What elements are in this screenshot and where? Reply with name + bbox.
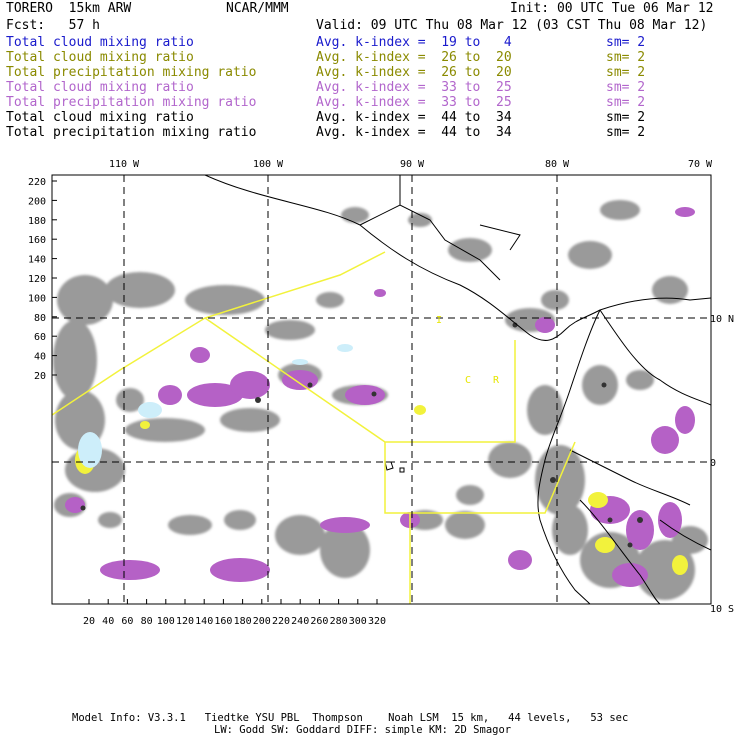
x-tick-label: 260 — [310, 616, 328, 627]
center-name: NCAR/MMM — [226, 1, 289, 16]
legend-smoothing: sm= 2 — [606, 125, 646, 140]
lat-label: 10 S — [710, 604, 734, 615]
graticule — [52, 175, 711, 604]
y-tick-label: 60 — [34, 332, 46, 343]
y-tick-label: 220 — [28, 177, 46, 188]
lat-label: 10 N — [710, 314, 734, 325]
y-tick-label: 20 — [34, 371, 46, 382]
model-info: Model Info: V3.3.1 Tiedtke YSU PBL Thomp… — [72, 712, 629, 724]
y-axis: 220 200 180 160 140 120 100 80 60 40 20 — [28, 177, 57, 382]
physics-info: LW: Godd SW: Goddard DIFF: simple KM: 2D… — [214, 724, 512, 736]
x-tick-label: 140 — [195, 616, 213, 627]
lon-label: 80 W — [545, 159, 570, 170]
x-tick-label: 240 — [291, 616, 309, 627]
region-labels: I C R — [436, 315, 500, 386]
y-tick-label: 200 — [28, 196, 46, 207]
legend-field: Total precipitation mixing ratio — [6, 65, 257, 80]
legend-smoothing: sm= 2 — [606, 65, 646, 80]
legend-smoothing: sm= 2 — [606, 35, 646, 50]
legend-index: Avg. k-index = 33 to 25 — [316, 95, 512, 110]
x-tick-label: 320 — [368, 616, 386, 627]
x-tick-label: 200 — [253, 616, 271, 627]
lon-label: 90 W — [400, 159, 425, 170]
legend-index: Avg. k-index = 26 to 20 — [316, 50, 512, 65]
legend-smoothing: sm= 2 — [606, 110, 646, 125]
legend-index: Avg. k-index = 19 to 4 — [316, 35, 512, 50]
region-label: R — [493, 375, 500, 386]
y-tick-label: 140 — [28, 255, 46, 266]
region-label: C — [465, 375, 471, 386]
x-axis: 20 40 60 80 100 120 140 160 180 200 220 240 260 280 30… — [83, 599, 386, 627]
legend-field: Total cloud mixing ratio — [6, 35, 194, 50]
legend-smoothing: sm= 2 — [606, 80, 646, 95]
lon-label: 110 W — [109, 159, 140, 170]
y-tick-label: 180 — [28, 216, 46, 227]
lat-labels: 10 N 0 10 S — [710, 314, 734, 615]
legend-field: Total cloud mixing ratio — [6, 50, 194, 65]
legend-index: Avg. k-index = 44 to 34 — [316, 110, 512, 125]
legend-row: Total cloud mixing ratio Avg. k-index = 1… — [6, 36, 736, 50]
y-tick-label: 80 — [34, 313, 46, 324]
region-label: I — [436, 315, 442, 326]
legend-smoothing: sm= 2 — [606, 95, 646, 110]
lon-labels: 110 W 100 W 90 W 80 W 70 W — [109, 159, 713, 170]
valid-time: Valid: 09 UTC Thu 08 Mar 12 (03 CST Thu … — [316, 18, 708, 33]
legend-row: Total cloud mixing ratio Avg. k-index = 2… — [6, 51, 736, 65]
legend-index: Avg. k-index = 44 to 34 — [316, 125, 512, 140]
lon-label: 100 W — [253, 159, 284, 170]
coastlines — [204, 175, 711, 604]
legend-index: Avg. k-index = 33 to 25 — [316, 80, 512, 95]
legend-smoothing: sm= 2 — [606, 50, 646, 65]
model-title: TORERO 15km ARW — [6, 1, 132, 16]
x-tick-label: 100 — [157, 616, 175, 627]
lat-label: 0 — [710, 458, 716, 469]
lon-label: 70 W — [688, 159, 713, 170]
x-tick-label: 20 — [83, 616, 95, 627]
y-tick-label: 160 — [28, 235, 46, 246]
precip-shading — [65, 207, 695, 587]
y-tick-label: 40 — [34, 352, 46, 363]
forecast-hour: Fcst: 57 h — [6, 18, 100, 33]
legend-row: Total cloud mixing ratio Avg. k-index = 4… — [6, 111, 736, 125]
legend-field: Total precipitation mixing ratio — [6, 125, 257, 140]
legend-index: Avg. k-index = 26 to 20 — [316, 65, 512, 80]
x-tick-label: 280 — [330, 616, 348, 627]
x-tick-label: 220 — [272, 616, 290, 627]
init-time: Init: 00 UTC Tue 06 Mar 12 — [510, 1, 714, 16]
x-tick-label: 40 — [102, 616, 114, 627]
legend-row: Total precipitation mixing ratio Avg. k-i… — [6, 126, 736, 140]
x-tick-label: 80 — [141, 616, 153, 627]
map-frame — [51, 174, 712, 605]
x-tick-label: 60 — [121, 616, 133, 627]
x-tick-label: 160 — [214, 616, 232, 627]
legend-row: Total precipitation mixing ratio Avg. k-i… — [6, 66, 736, 80]
region-outlines — [52, 251, 576, 604]
legend-row: Total precipitation mixing ratio Avg. k-i… — [6, 96, 736, 110]
x-tick-label: 300 — [349, 616, 367, 627]
legend-field: Total precipitation mixing ratio — [6, 95, 257, 110]
legend-field: Total cloud mixing ratio — [6, 80, 194, 95]
x-tick-label: 180 — [234, 616, 252, 627]
field-shading — [52, 175, 711, 604]
y-tick-label: 100 — [28, 293, 46, 304]
legend-row: Total cloud mixing ratio Avg. k-index = 3… — [6, 81, 736, 95]
legend-field: Total cloud mixing ratio — [6, 110, 194, 125]
x-tick-label: 120 — [176, 616, 194, 627]
y-tick-label: 120 — [28, 274, 46, 285]
light-blue-shading — [78, 344, 353, 468]
